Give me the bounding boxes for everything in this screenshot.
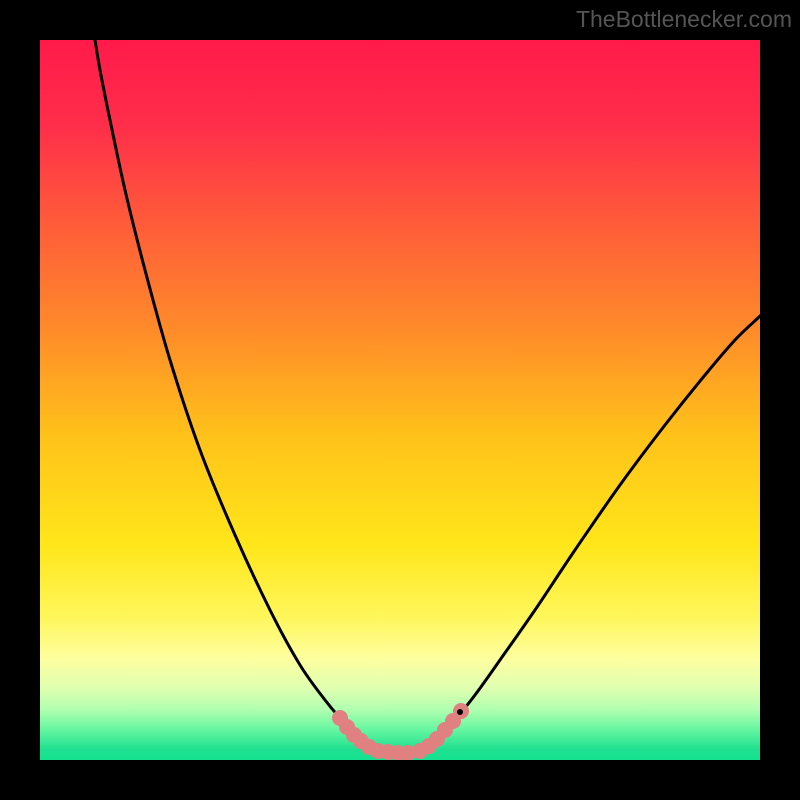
left-descending-curve <box>95 40 373 749</box>
valley-min-dot <box>457 709 463 715</box>
right-ascending-curve <box>425 316 760 749</box>
chart-container: TheBottlenecker.com <box>0 0 800 800</box>
valley-floor-markers <box>380 744 416 760</box>
left-marker-cluster <box>332 710 386 759</box>
plot-area <box>40 40 760 760</box>
curve-layer <box>40 40 760 760</box>
watermark-text: TheBottlenecker.com <box>576 6 792 33</box>
